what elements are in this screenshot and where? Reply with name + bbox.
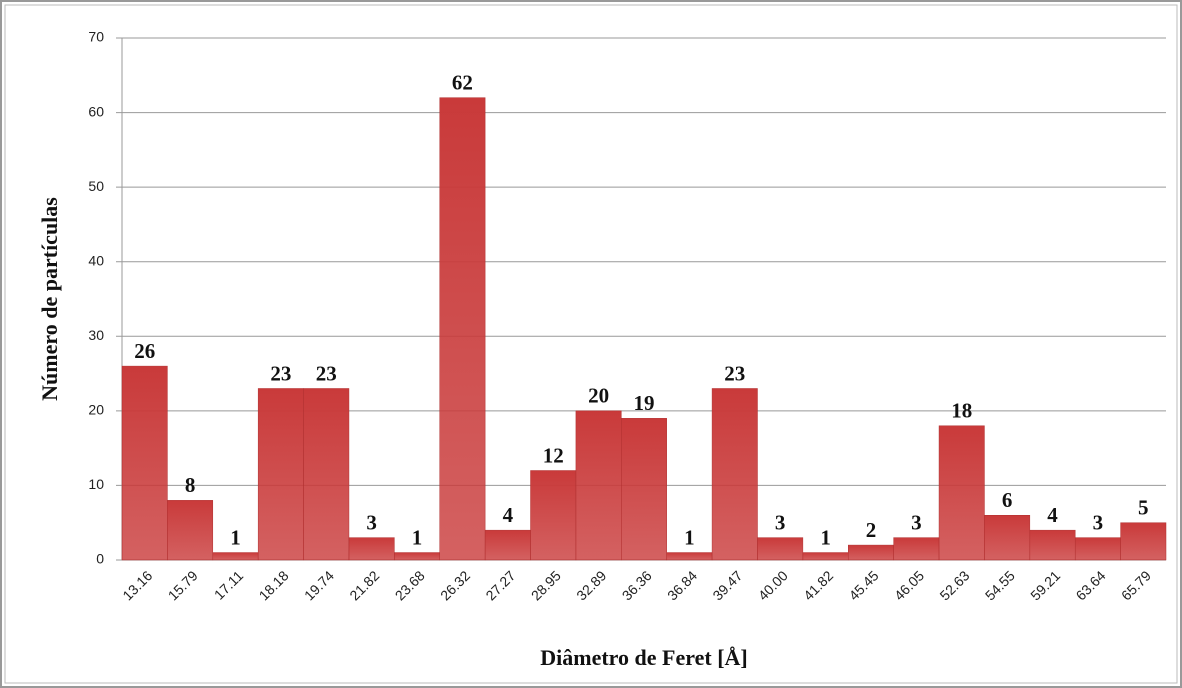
bar xyxy=(802,552,849,561)
y-tick-label: 10 xyxy=(88,476,104,492)
bar xyxy=(484,529,531,561)
value-label: 3 xyxy=(1093,510,1104,534)
value-label: 8 xyxy=(185,473,196,497)
value-label: 5 xyxy=(1138,496,1149,520)
value-label: 26 xyxy=(134,339,155,363)
bar xyxy=(1120,522,1167,561)
bar xyxy=(1074,537,1121,561)
value-label: 2 xyxy=(866,518,877,542)
y-axis-label: Número de partículas xyxy=(37,197,62,401)
value-label: 4 xyxy=(1047,503,1058,527)
y-tick-label: 0 xyxy=(96,551,104,567)
bar xyxy=(893,537,940,561)
bar xyxy=(575,410,622,561)
value-label: 3 xyxy=(366,510,377,534)
y-tick-label: 40 xyxy=(88,252,104,268)
bar xyxy=(1029,529,1076,561)
y-tick-label: 50 xyxy=(88,178,104,194)
bar xyxy=(938,425,985,561)
y-tick-label: 20 xyxy=(88,402,104,418)
y-tick-label: 30 xyxy=(88,327,104,343)
bar xyxy=(212,552,259,561)
bar xyxy=(257,388,304,561)
bar xyxy=(439,97,486,561)
x-axis-label: Diâmetro de Feret [Å] xyxy=(540,645,748,670)
value-label: 1 xyxy=(412,525,423,549)
bar xyxy=(984,515,1031,561)
bar xyxy=(621,418,667,561)
bar xyxy=(848,544,894,561)
value-label: 20 xyxy=(588,384,609,408)
value-label: 62 xyxy=(452,70,473,94)
bar xyxy=(530,470,577,561)
value-label: 3 xyxy=(911,510,922,534)
bar xyxy=(348,537,395,561)
value-label: 4 xyxy=(503,503,514,527)
value-label: 12 xyxy=(543,443,564,467)
y-tick-label: 70 xyxy=(88,29,104,45)
y-tick-label: 60 xyxy=(88,103,104,119)
value-label: 6 xyxy=(1002,488,1013,512)
value-label: 1 xyxy=(820,525,831,549)
value-label: 23 xyxy=(316,361,337,385)
value-label: 23 xyxy=(724,361,745,385)
bar xyxy=(167,500,214,561)
value-label: 23 xyxy=(270,361,291,385)
bar xyxy=(757,537,804,561)
value-label: 18 xyxy=(951,399,972,423)
inner-frame xyxy=(4,4,1178,684)
bar xyxy=(711,388,758,561)
value-label: 3 xyxy=(775,510,786,534)
value-label: 1 xyxy=(684,525,695,549)
bar xyxy=(303,388,350,561)
bar xyxy=(121,365,168,561)
value-label: 1 xyxy=(230,525,241,549)
value-label: 19 xyxy=(634,391,655,415)
bar xyxy=(666,552,713,561)
bar xyxy=(394,552,440,561)
